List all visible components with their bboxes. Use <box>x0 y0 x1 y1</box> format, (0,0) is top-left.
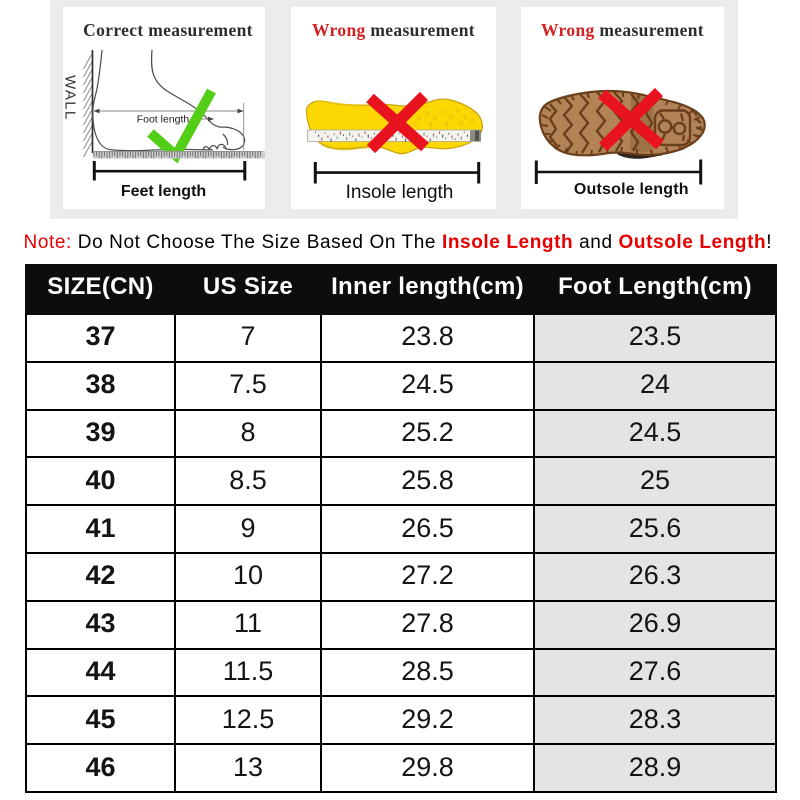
svg-text:Feet length: Feet length <box>121 183 206 200</box>
svg-text:WALL: WALL <box>63 75 79 121</box>
svg-text:Outsole length: Outsole length <box>574 181 689 198</box>
svg-text:Insole length: Insole length <box>346 182 454 203</box>
svg-text:Foot length: Foot length <box>137 114 190 126</box>
